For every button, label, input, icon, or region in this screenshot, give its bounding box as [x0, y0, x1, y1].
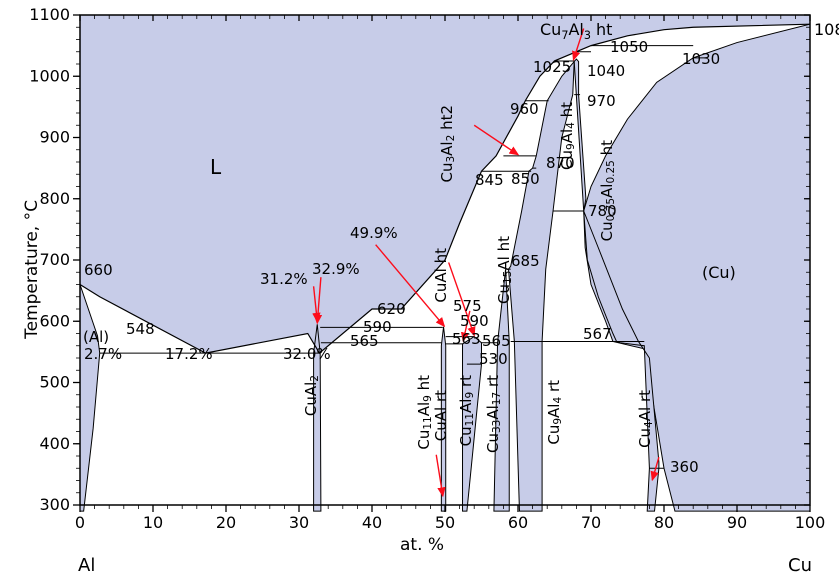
label: Cu0.75Al0.25 ht: [598, 140, 616, 241]
label: 563: [452, 330, 481, 348]
label: 590: [363, 318, 392, 336]
svg-text:900: 900: [39, 128, 70, 147]
label: 1030: [682, 50, 720, 68]
x-axis-title: at. %: [400, 535, 444, 555]
label: 567: [583, 325, 612, 343]
label: Cu11Al9 ht: [415, 375, 433, 450]
corner-right-label: Cu: [788, 555, 812, 576]
label: 590: [460, 312, 489, 330]
svg-text:500: 500: [39, 373, 70, 392]
label: CuAl ht: [432, 248, 450, 303]
label: 360: [670, 458, 699, 476]
label: Cu3Al2 ht2: [438, 105, 456, 183]
label: Cu4Al rt: [636, 390, 654, 448]
label: 32.0%: [283, 345, 331, 363]
label: 31.2%: [260, 270, 308, 288]
svg-text:80: 80: [654, 513, 674, 532]
label: Cu9Al4 rt: [545, 380, 563, 445]
phase-diagram-svg: 0 10 20 30 40 50 60 70 80 90 100 300 400 500 600 700 800…: [0, 0, 839, 587]
label: 1040: [587, 62, 625, 80]
label: 870: [546, 154, 575, 172]
label: 2.7%: [84, 345, 122, 363]
label: 685: [511, 252, 540, 270]
svg-text:90: 90: [727, 513, 747, 532]
label: 32.9%: [312, 260, 360, 278]
svg-text:600: 600: [39, 311, 70, 330]
svg-text:700: 700: [39, 250, 70, 269]
svg-text:0: 0: [75, 513, 85, 532]
svg-text:300: 300: [39, 495, 70, 514]
label: 565: [482, 332, 511, 350]
svg-text:60: 60: [508, 513, 528, 532]
svg-text:20: 20: [216, 513, 236, 532]
label: (Cu): [702, 263, 736, 282]
svg-text:1100: 1100: [29, 5, 70, 24]
svg-text:400: 400: [39, 434, 70, 453]
svg-text:100: 100: [795, 513, 826, 532]
svg-text:30: 30: [289, 513, 309, 532]
label: L: [210, 155, 221, 179]
label: Cu11Al9 rt: [457, 375, 475, 446]
label: 660: [84, 261, 113, 279]
svg-text:40: 40: [362, 513, 382, 532]
label: 620: [377, 300, 406, 318]
label: Cu33Al17 rt: [484, 375, 502, 453]
corner-left-label: Al: [78, 555, 95, 576]
label: CuAl rt: [432, 390, 450, 441]
label: 850: [511, 170, 540, 188]
y-axis-title: Temperature, °C: [22, 200, 42, 339]
label: 530: [479, 350, 508, 368]
label: CuAl2: [302, 375, 320, 416]
label: Cu7Al3 ht: [540, 20, 612, 39]
label: 780: [588, 202, 617, 220]
label: 17.2%: [165, 345, 213, 363]
label: 1025: [533, 58, 571, 76]
label: (Al): [83, 328, 109, 346]
label: 970: [587, 92, 616, 110]
label: 49.9%: [350, 224, 398, 242]
svg-text:1000: 1000: [29, 66, 70, 85]
label: 845: [475, 171, 504, 189]
svg-text:800: 800: [39, 189, 70, 208]
svg-text:10: 10: [143, 513, 163, 532]
label: 1050: [610, 38, 648, 56]
label: 548: [126, 320, 155, 338]
right-temp-1085: 1085: [814, 20, 839, 39]
svg-text:70: 70: [581, 513, 601, 532]
svg-text:50: 50: [435, 513, 455, 532]
label: 960: [510, 100, 539, 118]
